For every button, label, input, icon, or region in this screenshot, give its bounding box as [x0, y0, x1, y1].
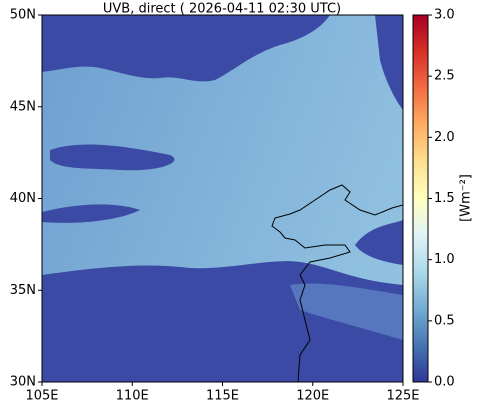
colorbar-tick-label: 0.5: [434, 313, 455, 328]
colorbar-tick-label: 3.0: [434, 8, 455, 23]
y-tick-label: 45N: [10, 99, 36, 114]
y-tick-label: 40N: [10, 191, 36, 206]
x-tick-label: 115E: [206, 389, 239, 404]
colorbar: [412, 14, 429, 383]
y-tick-label: 30N: [10, 375, 36, 390]
title: UVB, direct ( 2026-04-11 02:30 UTC): [103, 2, 341, 17]
x-tick-label: 110E: [116, 389, 149, 404]
colorbar-tick-label: 2.5: [434, 69, 455, 84]
colorbar-tick-label: 1.0: [434, 252, 455, 267]
y-tick-label: 35N: [10, 283, 36, 298]
x-tick-label: 125E: [386, 389, 419, 404]
x-tick-label: 105E: [25, 389, 58, 404]
y-tick-label: 50N: [10, 8, 36, 23]
map-field: [42, 15, 403, 382]
colorbar-label: [Wm⁻²]: [459, 174, 474, 222]
colorbar-tick-label: 2.0: [434, 130, 455, 145]
x-tick-label: 120E: [296, 389, 329, 404]
colorbar-tick-label: 1.5: [434, 191, 455, 206]
colorbar-tick-label: 0.0: [434, 375, 455, 390]
